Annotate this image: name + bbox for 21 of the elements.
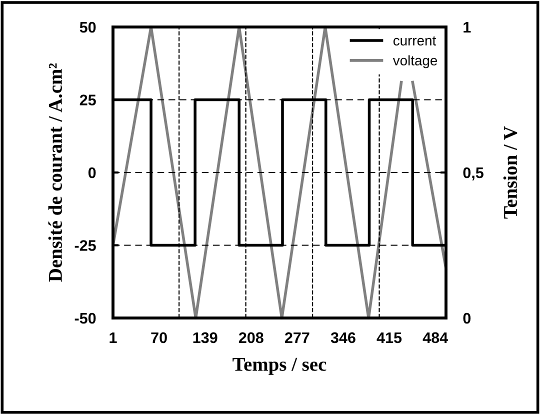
y-tick-label: 25 [80, 94, 96, 106]
y-tick-label: 50 [80, 22, 96, 33]
y-axis-title: Densité de courant / A.cm² [48, 63, 62, 282]
y-tick-label: -50 [74, 312, 96, 324]
legend-label: voltage [392, 55, 438, 68]
y2-tick-label: 1 [464, 22, 471, 33]
y2-tick-label: 0,5 [463, 167, 484, 180]
x-tick-label: 208 [238, 332, 264, 344]
y2-tick-label: 0 [463, 312, 471, 324]
x-tick-label: 415 [376, 332, 402, 344]
x-axis-title: Temps / sec [232, 358, 326, 375]
x-tick-label: 139 [193, 332, 218, 344]
x-tick-label: 1 [110, 332, 117, 343]
x-tick-label: 484 [422, 332, 448, 344]
legend-label: current [393, 36, 436, 46]
y-tick-label: 0 [88, 167, 96, 178]
y2-axis-title: Tension / V [503, 126, 518, 219]
x-tick-label: 346 [330, 332, 356, 344]
x-tick-label: 277 [284, 332, 310, 343]
x-tick-label: 70 [151, 332, 167, 344]
y-tick-label: -25 [74, 240, 96, 251]
